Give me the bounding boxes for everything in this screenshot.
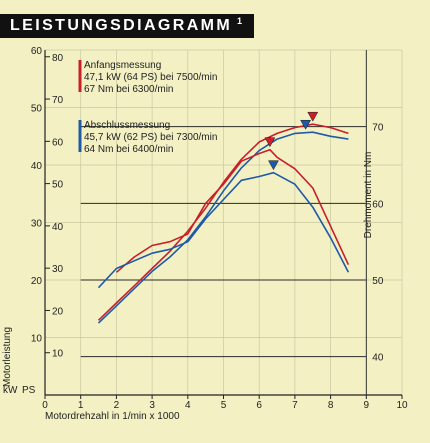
y-ps-tick-80: 80 <box>52 53 64 64</box>
peak-marker-torque-anfangsmessung <box>264 137 276 148</box>
legend-abschlussmessung-line-1: Abschlussmessung <box>84 120 170 131</box>
y-ps-tick-40: 40 <box>52 222 64 233</box>
y-ps-tick-30: 30 <box>52 264 64 275</box>
legend-abschlussmessung-line-2: 45,7 kW (62 PS) bei 7300/min <box>84 132 217 143</box>
peak-marker-power-anfangsmessung <box>307 111 319 122</box>
y-ps-tick-20: 20 <box>52 306 64 317</box>
x-tick-label-2: 2 <box>114 400 120 411</box>
grid-lines <box>44 49 403 395</box>
title-footnote-mark: 1 <box>237 16 243 26</box>
x-tick-label-4: 4 <box>185 400 191 411</box>
x-tick-label-8: 8 <box>328 400 334 411</box>
y-torque-tick-60: 60 <box>372 199 384 210</box>
series-line-torque-abschlussmessung <box>97 171 350 289</box>
y-ps-tick-10: 10 <box>52 349 64 360</box>
x-axis-label: Motordrehzahl in 1/min x 1000 <box>45 411 180 422</box>
y-torque-tick-70: 70 <box>372 123 384 134</box>
legend-anfangsmessung-line-3: 67 Nm bei 6300/min <box>84 84 174 95</box>
y-kw-tick-30: 30 <box>31 219 43 230</box>
y-kw-tick-20: 20 <box>31 276 43 287</box>
series-line-power-abschlussmessung <box>97 131 349 324</box>
axis-labels: Motordrehzahl in 1/min x 1000 Motorleistu… <box>2 152 374 422</box>
x-tick-label-5: 5 <box>221 400 227 411</box>
x-tick-label-6: 6 <box>256 400 262 411</box>
x-tick-label-7: 7 <box>292 400 298 411</box>
legend-anfangsmessung-line-2: 47,1 kW (64 PS) bei 7500/min <box>84 72 217 83</box>
series-line-torque-anfangsmessung <box>115 148 350 273</box>
legend-abschlussmessung-line-3: 64 Nm bei 6400/min <box>84 144 174 155</box>
title-bar: LEISTUNGSDIAGRAMM 1 <box>0 14 254 38</box>
y-ps-tick-70: 70 <box>52 95 64 106</box>
x-tick-label-10: 10 <box>396 400 408 411</box>
y-right-axis-label: Drehmoment in Nm <box>363 152 374 239</box>
y-left-unit-kw: kW <box>3 385 18 396</box>
x-tick-label-0: 0 <box>42 400 48 411</box>
y-left-axis-label: Motorleistung <box>2 327 13 387</box>
y-kw-tick-60: 60 <box>31 46 43 57</box>
chart-title: LEISTUNGSDIAGRAMM <box>10 17 233 34</box>
y-kw-tick-10: 10 <box>31 334 43 345</box>
peak-marker-power-abschlussmessung <box>300 119 312 130</box>
peak-marker-torque-abschlussmessung <box>268 160 279 171</box>
x-tick-label-1: 1 <box>78 400 84 411</box>
y-ps-tick-60: 60 <box>52 137 64 148</box>
peak-markers <box>264 111 319 171</box>
y-left-unit-ps: PS <box>22 385 36 396</box>
y-torque-tick-50: 50 <box>372 276 384 287</box>
tick-labels: 0 1 2 3 4 5 6 7 8 9 10 10 20 30 40 50 60 10 20 30 40 50 60 70 80… <box>31 46 408 411</box>
y-ps-tick-50: 50 <box>52 180 64 191</box>
y-kw-tick-40: 40 <box>31 161 43 172</box>
curves <box>97 123 350 324</box>
x-tick-label-3: 3 <box>149 400 155 411</box>
y-torque-tick-40: 40 <box>372 353 384 364</box>
legend-anfangsmessung-line-1: Anfangsmessung <box>84 60 161 71</box>
x-tick-label-9: 9 <box>364 400 370 411</box>
y-kw-tick-50: 50 <box>31 104 43 115</box>
